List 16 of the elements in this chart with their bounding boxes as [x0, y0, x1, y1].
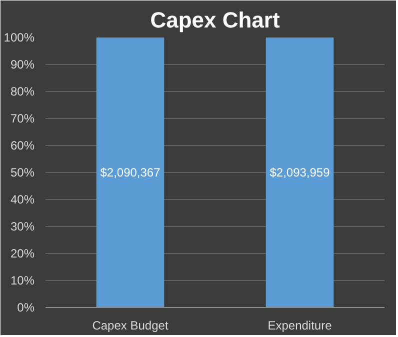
y-tick-label: 30% [10, 220, 35, 234]
y-tick-label: 80% [10, 84, 35, 98]
y-tick-label: 20% [10, 246, 35, 260]
y-tick-label: 100% [4, 30, 35, 44]
x-tick-label: Expenditure [268, 318, 332, 332]
annotation: $2,090,367 [100, 166, 161, 180]
annotation: $2,093,959 [270, 166, 330, 180]
y-tick-label: 10% [10, 274, 35, 288]
y-tick-label: 60% [10, 138, 35, 152]
x-tick-label: Capex Budget [92, 318, 169, 332]
y-tick-label: 40% [10, 192, 35, 206]
y-tick-label: 50% [10, 166, 35, 180]
y-tick-label: 90% [10, 58, 35, 72]
chart-title: Capex Chart [150, 8, 280, 32]
y-tick-label: 0% [17, 300, 35, 314]
y-tick-label: 70% [10, 112, 35, 126]
